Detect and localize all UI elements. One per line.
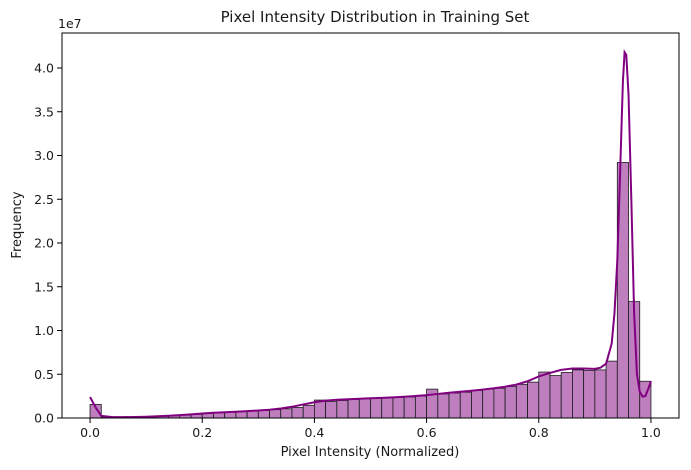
x-tick-label: 0.8 bbox=[529, 425, 549, 440]
y-tick-label: 0.0 bbox=[34, 411, 54, 426]
histogram-bar bbox=[358, 398, 371, 419]
x-axis-label: Pixel Intensity (Normalized) bbox=[281, 445, 460, 460]
y-tick-label: 1.0 bbox=[34, 323, 54, 338]
y-tick-label: 4.0 bbox=[34, 61, 54, 76]
histogram-bar bbox=[403, 396, 416, 419]
x-tick-label: 0.0 bbox=[80, 425, 100, 440]
kde-curve bbox=[89, 49, 652, 419]
histogram-bar bbox=[437, 393, 450, 419]
y-axis-offset-label: 1e7 bbox=[58, 16, 82, 31]
histogram-bar bbox=[572, 369, 585, 419]
x-tick-label: 0.2 bbox=[192, 425, 212, 440]
histogram-bar bbox=[594, 369, 607, 419]
y-tick-label: 1.5 bbox=[34, 279, 54, 294]
histogram-bar bbox=[336, 400, 349, 419]
histogram-bar bbox=[325, 401, 338, 419]
bars-layer bbox=[89, 162, 652, 419]
y-axis-ticks: 0.0 0.5 1.0 1.5 2.0 2.5 3.0 3.5 4.0 bbox=[34, 61, 62, 426]
x-tick-label: 0.6 bbox=[417, 425, 437, 440]
histogram-bar bbox=[280, 408, 293, 419]
histogram-bar bbox=[493, 387, 506, 419]
histogram-bar bbox=[527, 381, 540, 419]
y-axis-label: Frequency bbox=[10, 191, 25, 258]
histogram-bar bbox=[381, 397, 394, 419]
x-axis-ticks: 0.0 0.2 0.4 0.6 0.8 1.0 bbox=[80, 418, 661, 440]
y-tick-label: 2.5 bbox=[34, 192, 54, 207]
histogram-bar bbox=[459, 391, 472, 419]
histogram-bar bbox=[235, 411, 248, 419]
y-tick-label: 3.0 bbox=[34, 148, 54, 163]
x-tick-label: 1.0 bbox=[641, 425, 661, 440]
histogram-bar bbox=[448, 392, 461, 419]
histogram-bar bbox=[246, 410, 259, 419]
x-tick-label: 0.4 bbox=[304, 425, 324, 440]
histogram-bar bbox=[538, 371, 551, 419]
histogram-bar bbox=[504, 386, 517, 419]
histogram-bar bbox=[257, 410, 270, 419]
histogram-bar bbox=[583, 369, 596, 419]
histogram-bar bbox=[605, 360, 618, 419]
chart-title: Pixel Intensity Distribution in Training… bbox=[221, 8, 530, 26]
histogram-bar bbox=[560, 372, 573, 419]
histogram-bar bbox=[482, 388, 495, 419]
histogram-bar bbox=[392, 397, 405, 419]
histogram-bar bbox=[515, 383, 528, 419]
histogram-bar bbox=[414, 395, 427, 419]
histogram-bar bbox=[302, 404, 315, 419]
histogram-bar bbox=[370, 397, 383, 419]
histogram-bar bbox=[291, 407, 304, 419]
histogram-bar bbox=[269, 409, 282, 419]
histogram-bar bbox=[549, 375, 562, 419]
histogram-bar bbox=[347, 399, 360, 419]
plot-frame bbox=[61, 32, 680, 419]
histogram-bar bbox=[471, 390, 484, 419]
y-tick-label: 0.5 bbox=[34, 367, 54, 382]
y-tick-label: 3.5 bbox=[34, 104, 54, 119]
y-tick-label: 2.0 bbox=[34, 236, 54, 251]
